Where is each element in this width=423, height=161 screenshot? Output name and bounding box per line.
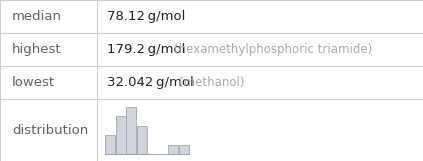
Text: (hexamethylphosphoric triamide): (hexamethylphosphoric triamide) bbox=[174, 43, 372, 56]
Text: highest: highest bbox=[12, 43, 62, 56]
Text: 32.042 g/mol: 32.042 g/mol bbox=[107, 76, 194, 89]
Text: (methanol): (methanol) bbox=[179, 76, 245, 89]
Bar bbox=[137, 126, 146, 154]
Bar bbox=[115, 116, 126, 154]
Bar bbox=[179, 145, 189, 154]
Bar bbox=[168, 145, 178, 154]
Bar bbox=[105, 135, 115, 154]
Text: 179.2 g/mol: 179.2 g/mol bbox=[107, 43, 185, 56]
Text: lowest: lowest bbox=[12, 76, 55, 89]
Text: 78.12 g/mol: 78.12 g/mol bbox=[107, 10, 185, 23]
Text: median: median bbox=[12, 10, 62, 23]
Bar bbox=[126, 107, 136, 154]
Text: distribution: distribution bbox=[12, 123, 88, 137]
